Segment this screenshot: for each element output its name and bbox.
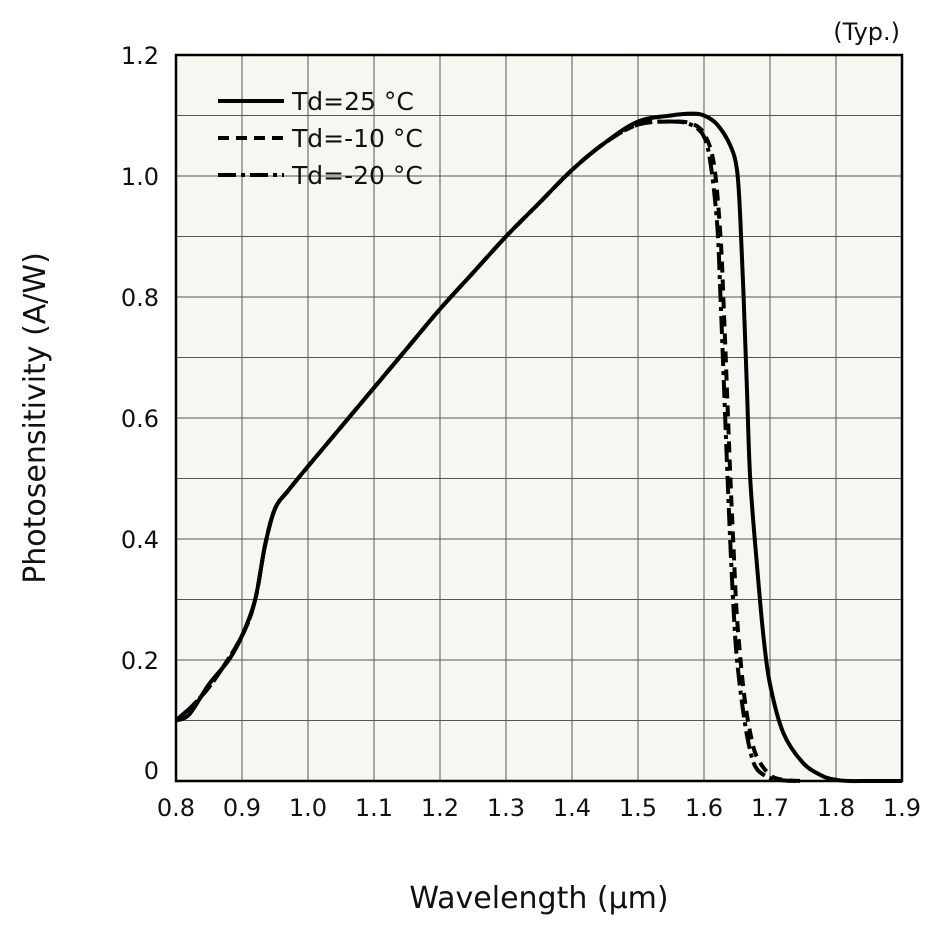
typ-note: (Typ.) <box>833 18 900 46</box>
y-tick-label: 1.2 <box>121 42 159 70</box>
y-tick-label: 0.2 <box>121 647 159 675</box>
y-tick-label: 0.6 <box>121 405 159 433</box>
y-tick-label: 0.8 <box>121 284 159 312</box>
legend-label-td-minus-10: Td=-10 °C <box>291 124 423 153</box>
series-layer <box>174 111 902 784</box>
y-tick-label: 0 <box>144 757 159 785</box>
x-tick-label: 1.4 <box>553 794 591 822</box>
x-tick-label: 1.8 <box>817 794 855 822</box>
grid <box>176 55 902 781</box>
x-tick-label: 0.9 <box>223 794 261 822</box>
x-tick-label: 1.7 <box>751 794 789 822</box>
x-tick-label: 1.3 <box>487 794 525 822</box>
legend-label-td-minus-20: Td=-20 °C <box>291 161 423 190</box>
legend: Td=25 °C Td=-10 °C Td=-20 °C <box>218 87 423 190</box>
plot-frame <box>174 53 904 783</box>
legend-label-td-25: Td=25 °C <box>291 87 414 116</box>
x-tick-label: 1.5 <box>619 794 657 822</box>
x-axis-title: Wavelength (μm) <box>409 881 668 916</box>
series-line-td-25 <box>175 111 902 784</box>
x-tick-label: 1.0 <box>289 794 327 822</box>
x-tick-label: 1.2 <box>421 794 459 822</box>
x-tick-label: 1.9 <box>883 794 921 822</box>
x-tick-label: 1.6 <box>685 794 723 822</box>
x-tick-label: 0.8 <box>157 794 195 822</box>
y-axis-title: Photosensitivity (A/W) <box>18 252 53 584</box>
y-tick-label: 0.4 <box>121 526 159 554</box>
x-tick-label: 1.1 <box>355 794 393 822</box>
y-tick-labels: 0 0.2 0.4 0.6 0.8 1.0 1.2 <box>121 42 159 785</box>
y-tick-label: 1.0 <box>121 163 159 191</box>
x-tick-labels: 0.8 0.9 1.0 1.1 1.2 1.3 1.4 1.5 1.6 1.7 1.8 1.9 <box>157 794 921 822</box>
